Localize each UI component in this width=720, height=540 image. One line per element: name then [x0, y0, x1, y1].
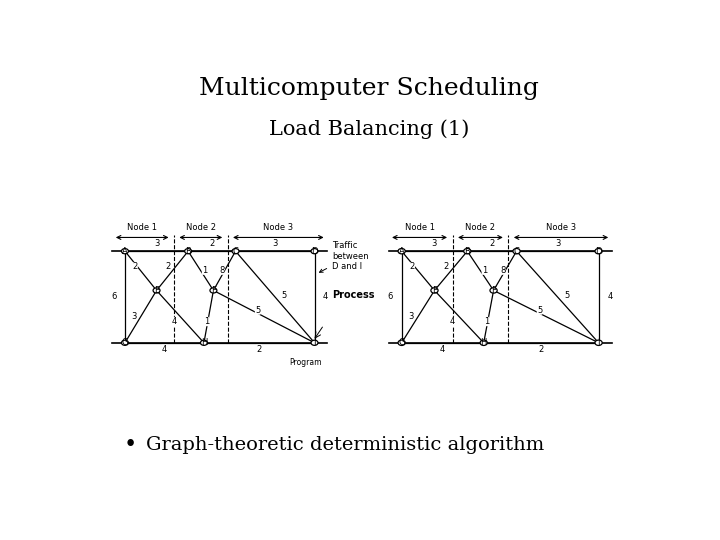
Circle shape: [200, 340, 207, 346]
Text: B: B: [464, 247, 470, 255]
Circle shape: [153, 288, 160, 293]
Text: 2: 2: [539, 345, 544, 354]
Text: Process: Process: [332, 291, 374, 300]
Text: 3: 3: [555, 240, 560, 248]
Text: D: D: [595, 247, 602, 255]
Text: 3: 3: [272, 240, 278, 248]
Text: F: F: [491, 286, 496, 295]
Text: 2: 2: [210, 240, 215, 248]
Text: 3: 3: [408, 312, 413, 321]
Text: 6: 6: [387, 293, 393, 301]
Text: 1: 1: [204, 317, 209, 326]
Text: 5: 5: [282, 291, 287, 300]
Text: G: G: [122, 338, 128, 347]
Text: 4: 4: [450, 317, 455, 326]
Circle shape: [595, 248, 602, 254]
Text: Node 1: Node 1: [127, 223, 157, 232]
Circle shape: [431, 288, 438, 293]
Text: A: A: [122, 247, 128, 255]
Circle shape: [311, 248, 318, 254]
Text: D: D: [311, 247, 318, 255]
Circle shape: [480, 340, 487, 346]
Text: F: F: [211, 286, 216, 295]
Circle shape: [398, 248, 405, 254]
Text: •: •: [124, 434, 137, 456]
Text: Program: Program: [289, 358, 321, 367]
Circle shape: [210, 288, 217, 293]
Text: B: B: [185, 247, 191, 255]
Text: 6: 6: [111, 293, 117, 301]
Text: 1: 1: [482, 266, 487, 275]
Text: Load Balancing (1): Load Balancing (1): [269, 119, 469, 139]
Text: Multicomputer Scheduling: Multicomputer Scheduling: [199, 77, 539, 100]
Text: I: I: [598, 338, 600, 347]
Text: 4: 4: [323, 293, 328, 301]
Text: H: H: [480, 338, 487, 347]
Text: 5: 5: [255, 306, 260, 315]
Circle shape: [122, 248, 128, 254]
Text: 2: 2: [490, 240, 495, 248]
Text: A: A: [399, 247, 405, 255]
Circle shape: [595, 340, 602, 346]
Text: Traffic
between
D and I: Traffic between D and I: [320, 241, 369, 272]
Text: Node 1: Node 1: [405, 223, 435, 232]
Text: 4: 4: [440, 345, 445, 354]
Text: E: E: [432, 286, 437, 295]
Text: 3: 3: [432, 240, 437, 248]
Text: 4: 4: [171, 317, 176, 326]
Text: Node 2: Node 2: [186, 223, 216, 232]
Text: 2: 2: [444, 262, 449, 272]
Text: 2: 2: [132, 262, 138, 272]
Text: 8: 8: [220, 266, 225, 275]
Text: 5: 5: [564, 291, 570, 300]
Circle shape: [490, 288, 498, 293]
Text: I: I: [313, 338, 316, 347]
Text: G: G: [398, 338, 405, 347]
Circle shape: [122, 340, 128, 346]
Text: 8: 8: [500, 266, 505, 275]
Circle shape: [513, 248, 520, 254]
Text: 2: 2: [256, 345, 262, 354]
Text: 1: 1: [202, 266, 207, 275]
Text: 4: 4: [608, 293, 613, 301]
Text: 1: 1: [484, 317, 489, 326]
Text: C: C: [513, 247, 519, 255]
Text: E: E: [154, 286, 159, 295]
Text: Graph-theoretic deterministic algorithm: Graph-theoretic deterministic algorithm: [145, 436, 544, 454]
Text: 2: 2: [410, 262, 415, 272]
Text: 3: 3: [154, 240, 159, 248]
Circle shape: [398, 340, 405, 346]
Circle shape: [311, 340, 318, 346]
Circle shape: [232, 248, 239, 254]
Text: Node 3: Node 3: [264, 223, 294, 232]
Text: 5: 5: [537, 306, 542, 315]
Text: 4: 4: [162, 345, 167, 354]
Circle shape: [464, 248, 471, 254]
Text: Node 3: Node 3: [546, 223, 576, 232]
Text: 3: 3: [131, 312, 137, 321]
Text: H: H: [201, 338, 207, 347]
Text: 2: 2: [165, 262, 170, 272]
Text: C: C: [233, 247, 238, 255]
Circle shape: [184, 248, 192, 254]
Text: Node 2: Node 2: [465, 223, 495, 232]
